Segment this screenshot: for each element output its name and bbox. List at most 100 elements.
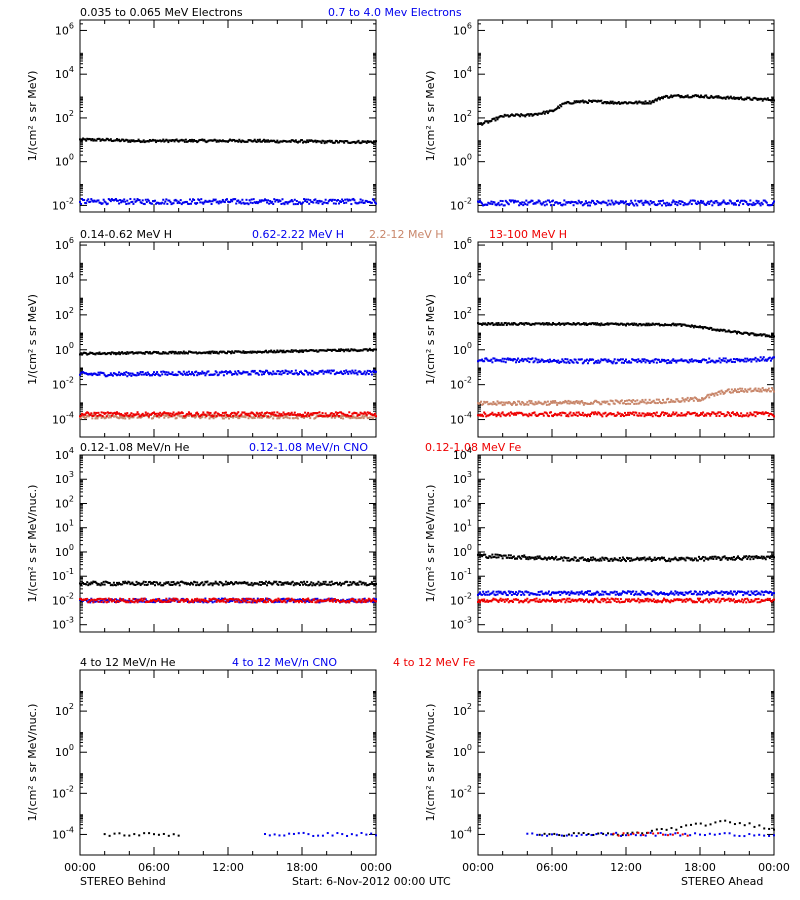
data-point [642, 412, 645, 415]
data-point [764, 200, 767, 203]
data-point [520, 322, 523, 325]
data-point [354, 349, 357, 352]
data-point [370, 141, 373, 144]
data-point [625, 200, 627, 203]
data-point [121, 599, 124, 602]
data-point [581, 204, 584, 207]
y-tick-label: 10-1 [52, 567, 74, 583]
data-point [155, 141, 158, 144]
data-point [167, 581, 170, 584]
data-point [590, 99, 593, 102]
data-point [630, 101, 633, 104]
data-point [113, 372, 116, 375]
data-point [552, 110, 555, 113]
data-point [98, 373, 101, 376]
data-point [616, 411, 619, 414]
data-point [166, 600, 169, 603]
data-point [311, 349, 314, 352]
data-point [254, 202, 257, 205]
data-point [558, 361, 561, 364]
data-point [333, 373, 336, 376]
data-point [310, 349, 313, 352]
data-point [207, 352, 210, 355]
data-point [177, 600, 180, 603]
data-point [181, 597, 184, 600]
data-point [482, 360, 485, 363]
data-point [518, 411, 521, 414]
data-point [289, 412, 292, 415]
data-point [325, 141, 328, 144]
data-point [695, 398, 698, 401]
data-point [760, 97, 763, 100]
data-point [488, 359, 491, 362]
data-point [672, 400, 675, 403]
data-point [223, 201, 226, 204]
data-point [304, 200, 307, 203]
data-point [282, 599, 285, 602]
data-point [364, 414, 367, 417]
data-point [632, 399, 635, 402]
data-point [102, 352, 105, 355]
data-point [131, 600, 134, 603]
data-point [88, 137, 91, 140]
legend-entry: 13-100 MeV H [489, 228, 567, 241]
data-point [113, 415, 116, 418]
data-point [117, 373, 120, 376]
data-point [191, 371, 194, 374]
data-point [185, 583, 188, 586]
data-point [727, 411, 730, 414]
data-point [102, 411, 105, 414]
data-point [756, 333, 759, 336]
data-point [203, 201, 206, 204]
data-point [118, 417, 121, 420]
y-tick-label: 102 [55, 109, 74, 125]
data-point [555, 201, 558, 204]
data-point [93, 581, 96, 584]
data-point [120, 583, 123, 586]
data-point [230, 371, 233, 374]
data-point [89, 413, 92, 416]
data-point [221, 597, 224, 600]
data-point [770, 99, 773, 102]
data-point [359, 411, 362, 414]
data-point [331, 583, 334, 586]
data-point [639, 359, 642, 362]
data-point [562, 400, 565, 403]
data-point [538, 401, 541, 404]
data-point [357, 413, 360, 416]
data-point [613, 402, 616, 405]
data-point [501, 115, 504, 118]
data-point [365, 584, 368, 587]
data-point [695, 326, 698, 329]
data-point [521, 357, 524, 360]
data-point [548, 201, 551, 204]
data-point [530, 358, 533, 361]
data-point [631, 401, 634, 404]
data-point [750, 203, 753, 206]
data-point [212, 139, 215, 142]
data-point [140, 351, 143, 354]
data-point [591, 199, 594, 202]
data-point [262, 601, 265, 604]
data-point [229, 414, 232, 417]
data-point [323, 142, 326, 145]
data-point [500, 322, 503, 325]
data-point [494, 413, 497, 416]
data-point [133, 140, 136, 143]
data-point [370, 201, 373, 204]
data-point [324, 599, 327, 602]
data-point [682, 360, 685, 363]
data-point [631, 412, 634, 415]
data-point [218, 580, 221, 583]
data-point [299, 139, 302, 142]
data-point [482, 122, 485, 125]
data-point [118, 581, 121, 584]
data-point [236, 139, 239, 142]
data-point [83, 416, 86, 419]
data-point [220, 351, 223, 354]
data-point [506, 322, 509, 325]
data-point [109, 353, 112, 356]
y-tick-label: 106 [55, 21, 74, 37]
data-point [367, 141, 370, 144]
data-point [286, 140, 289, 143]
